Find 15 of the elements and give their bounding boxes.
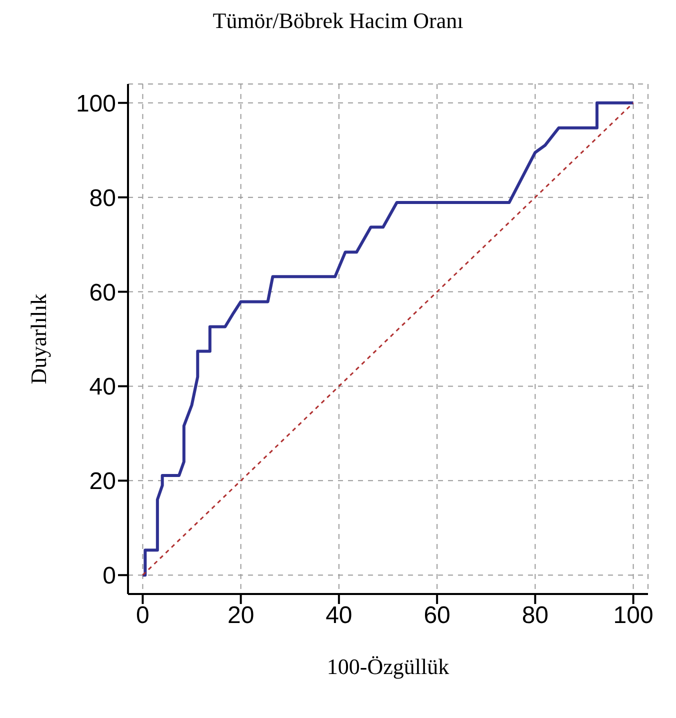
y-tick-label: 80 [89, 184, 116, 212]
y-tick-label: 40 [89, 374, 116, 401]
y-tick-label: 20 [89, 468, 116, 496]
y-tick-label: 60 [89, 279, 116, 306]
x-tick-label: 0 [136, 602, 150, 630]
y-axis-title: Duyarlılık [26, 294, 51, 384]
x-axis-title: 100-Özgüllük [326, 654, 450, 679]
x-tick-label: 80 [522, 602, 549, 630]
x-tick-label: 100 [613, 602, 654, 630]
y-tick-label: 0 [102, 562, 116, 590]
x-tick-label: 60 [424, 602, 450, 630]
chart-title: Tümör/Böbrek Hacim Oranı [212, 8, 464, 34]
y-tick-label: 100 [76, 90, 116, 118]
x-tick-label: 20 [227, 602, 254, 630]
x-tick-label: 40 [326, 602, 352, 630]
